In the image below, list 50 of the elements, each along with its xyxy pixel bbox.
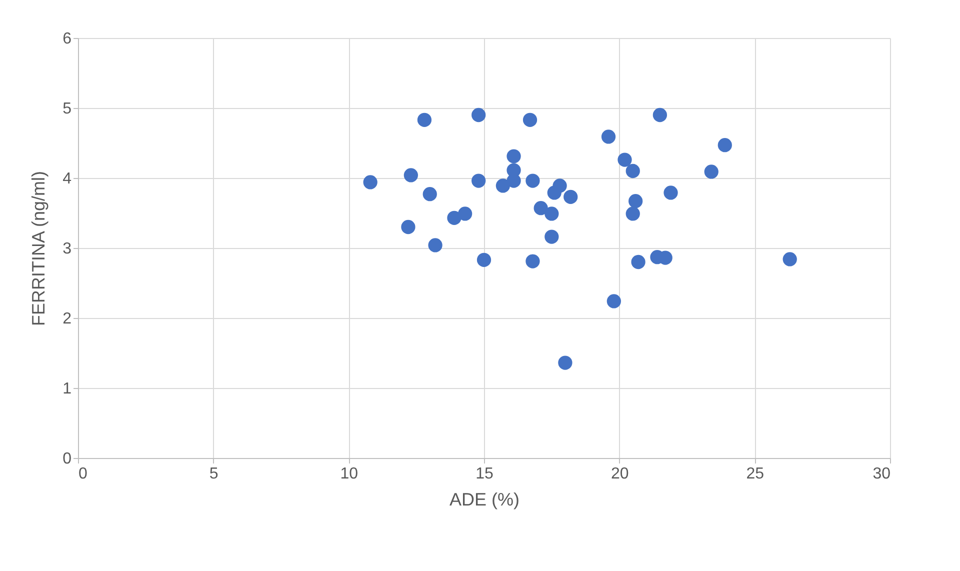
point	[601, 130, 616, 144]
x-tick-label: 5	[209, 466, 218, 482]
y-tick-label: 1	[62, 380, 72, 398]
point	[606, 294, 621, 308]
y-tick-label: 2	[62, 310, 72, 328]
point	[626, 164, 640, 178]
point	[564, 190, 578, 204]
y-tick-label: 3	[62, 240, 72, 258]
x-tick-label: 20	[610, 466, 629, 482]
y-tick-label: 5	[62, 100, 72, 118]
point	[652, 108, 668, 122]
point	[428, 238, 442, 252]
point	[526, 174, 540, 188]
point	[506, 149, 521, 164]
point	[558, 356, 572, 370]
point	[506, 174, 521, 188]
x-axis-title: ADE (%)	[449, 490, 520, 510]
point	[522, 112, 538, 127]
point	[626, 206, 640, 221]
x-tick-label: 10	[340, 466, 358, 482]
point	[704, 164, 718, 179]
point	[782, 252, 797, 266]
point	[496, 178, 510, 193]
y-tick-label: 6	[62, 30, 72, 48]
point	[534, 201, 548, 216]
point	[628, 194, 643, 208]
point	[472, 108, 486, 122]
point	[363, 175, 378, 190]
point	[422, 187, 437, 202]
point	[401, 220, 416, 234]
point	[404, 168, 418, 182]
point	[476, 252, 492, 267]
point	[618, 152, 632, 167]
point	[526, 254, 540, 268]
point	[544, 230, 559, 244]
x-tick-label: 0	[78, 466, 88, 482]
point	[417, 112, 432, 127]
point	[472, 174, 486, 188]
point	[544, 206, 559, 221]
point	[664, 186, 678, 200]
x-tick-label: 30	[872, 466, 891, 482]
point	[458, 206, 472, 221]
point	[631, 254, 646, 270]
y-tick-label: 0	[62, 450, 72, 468]
x-tick-label: 15	[476, 466, 494, 482]
point	[718, 138, 732, 152]
x-tick-label: 25	[746, 466, 764, 482]
y-axis-title: FERRITINA (ng/ml)	[28, 170, 49, 326]
point	[552, 178, 567, 193]
y-tick-label: 4	[62, 170, 72, 188]
